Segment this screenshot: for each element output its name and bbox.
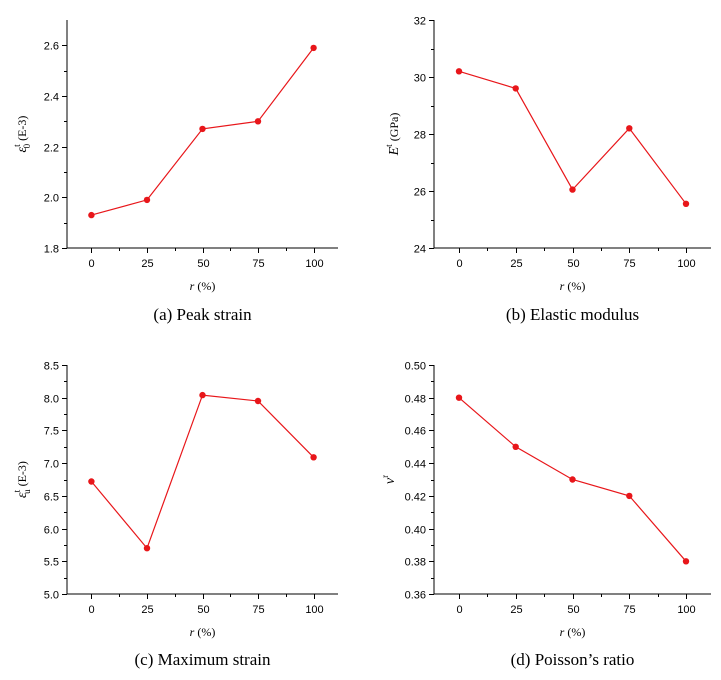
y-axis-label: εt0 (E-3) — [12, 116, 32, 153]
data-point — [682, 558, 690, 565]
y-tick-label: 2.2 — [44, 143, 59, 155]
panel-caption: (d) Poisson’s ratio — [511, 650, 635, 669]
y-tick-label: 7.0 — [44, 459, 59, 471]
y-tick-label: 2.6 — [44, 41, 59, 53]
y-tick-label: 2.4 — [44, 92, 59, 104]
y-tick-label: 8.0 — [44, 394, 59, 406]
x-tick-label: 75 — [252, 604, 264, 616]
x-tick-label: 100 — [305, 604, 323, 616]
data-point — [682, 200, 690, 207]
data-point — [512, 85, 519, 92]
y-axis-label: εtu (E-3) — [12, 461, 32, 498]
x-tick-label: 100 — [305, 258, 323, 270]
x-tick-label: 50 — [567, 258, 579, 270]
x-tick-label: 50 — [197, 604, 209, 616]
data-point — [143, 196, 151, 204]
y-tick-label: 30 — [414, 73, 426, 85]
panel-caption: (c) Maximum strain — [135, 650, 271, 669]
y-tick-label: 0.40 — [405, 525, 426, 537]
x-axis-label: r (%) — [560, 279, 586, 293]
x-tick-label: 75 — [623, 258, 635, 270]
y-axis-label: νr — [380, 475, 398, 484]
x-tick-label: 100 — [677, 604, 695, 616]
data-point — [569, 186, 576, 193]
y-tick-label: 0.46 — [405, 426, 426, 438]
x-tick-label: 50 — [567, 604, 579, 616]
panel-elastic-modulus: 24 26 28 30 32 0 25 50 75 100 r (%) Et (GPa) (b) Ela… — [384, 16, 711, 324]
data-point — [512, 443, 519, 450]
panel-caption: (b) Elastic modulus — [506, 305, 639, 324]
x-tick-label: 50 — [197, 258, 209, 270]
data-point — [254, 397, 262, 405]
x-tick-label: 75 — [252, 258, 264, 270]
y-tick-label: 0.36 — [405, 590, 426, 602]
x-axis-label: r (%) — [560, 625, 586, 639]
x-tick-label: 25 — [510, 258, 522, 270]
y-tick-label: 0.48 — [405, 394, 426, 406]
y-tick-label: 0.50 — [405, 361, 426, 373]
y-tick-label: 0.42 — [405, 492, 426, 504]
data-point — [199, 391, 206, 399]
data-point — [626, 492, 633, 500]
x-axis-label: r (%) — [190, 279, 216, 293]
data-point — [88, 211, 95, 219]
x-axis-label: r (%) — [190, 625, 216, 639]
panel-poissons-ratio: 0.36 0.38 0.40 0.42 0.44 0.46 0.48 0.50 0 25 50 75 1… — [380, 361, 711, 669]
y-tick-label: 5.5 — [44, 557, 59, 569]
panel-caption: (a) Peak strain — [153, 305, 252, 324]
x-tick-label: 25 — [510, 604, 522, 616]
y-tick-label: 0.38 — [405, 557, 426, 569]
y-axis-label: Et (GPa) — [384, 113, 402, 157]
y-tick-label: 32 — [414, 16, 426, 28]
x-tick-label: 0 — [456, 604, 462, 616]
panel-peak-strain: 1.8 2.0 2.2 2.4 2.6 0 25 50 75 100 r (%) εt0 (E-3) (… — [12, 20, 338, 324]
y-tick-label: 0.44 — [405, 459, 426, 471]
data-point — [569, 476, 576, 483]
y-tick-label: 26 — [414, 187, 426, 199]
data-point — [310, 454, 317, 461]
y-tick-label: 2.0 — [44, 193, 59, 205]
y-tick-label: 5.0 — [44, 590, 59, 602]
y-tick-label: 28 — [414, 130, 426, 142]
data-point — [143, 545, 151, 552]
data-point — [455, 394, 463, 401]
y-tick-label: 7.5 — [44, 426, 59, 438]
data-point — [310, 44, 317, 52]
y-tick-label: 6.5 — [44, 492, 59, 504]
y-tick-label: 1.8 — [44, 244, 59, 256]
x-tick-label: 0 — [456, 258, 462, 270]
x-tick-label: 75 — [623, 604, 635, 616]
x-tick-label: 25 — [141, 604, 153, 616]
x-tick-label: 100 — [677, 258, 695, 270]
series-line — [458, 70, 687, 205]
series-line — [90, 394, 315, 550]
data-point — [199, 125, 206, 133]
data-point — [254, 118, 262, 125]
x-tick-label: 25 — [141, 258, 153, 270]
data-point — [88, 478, 95, 485]
x-tick-label: 0 — [88, 604, 94, 616]
y-tick-label: 8.5 — [44, 361, 59, 373]
data-point — [626, 125, 633, 132]
y-tick-label: 24 — [414, 244, 426, 256]
x-tick-label: 0 — [88, 258, 94, 270]
panel-maximum-strain: 5.0 5.5 6.0 6.5 7.0 7.5 8.0 8.5 0 25 50 75 100 r (%) ε… — [12, 361, 338, 669]
data-point — [455, 68, 463, 75]
y-tick-label: 6.0 — [44, 525, 59, 537]
